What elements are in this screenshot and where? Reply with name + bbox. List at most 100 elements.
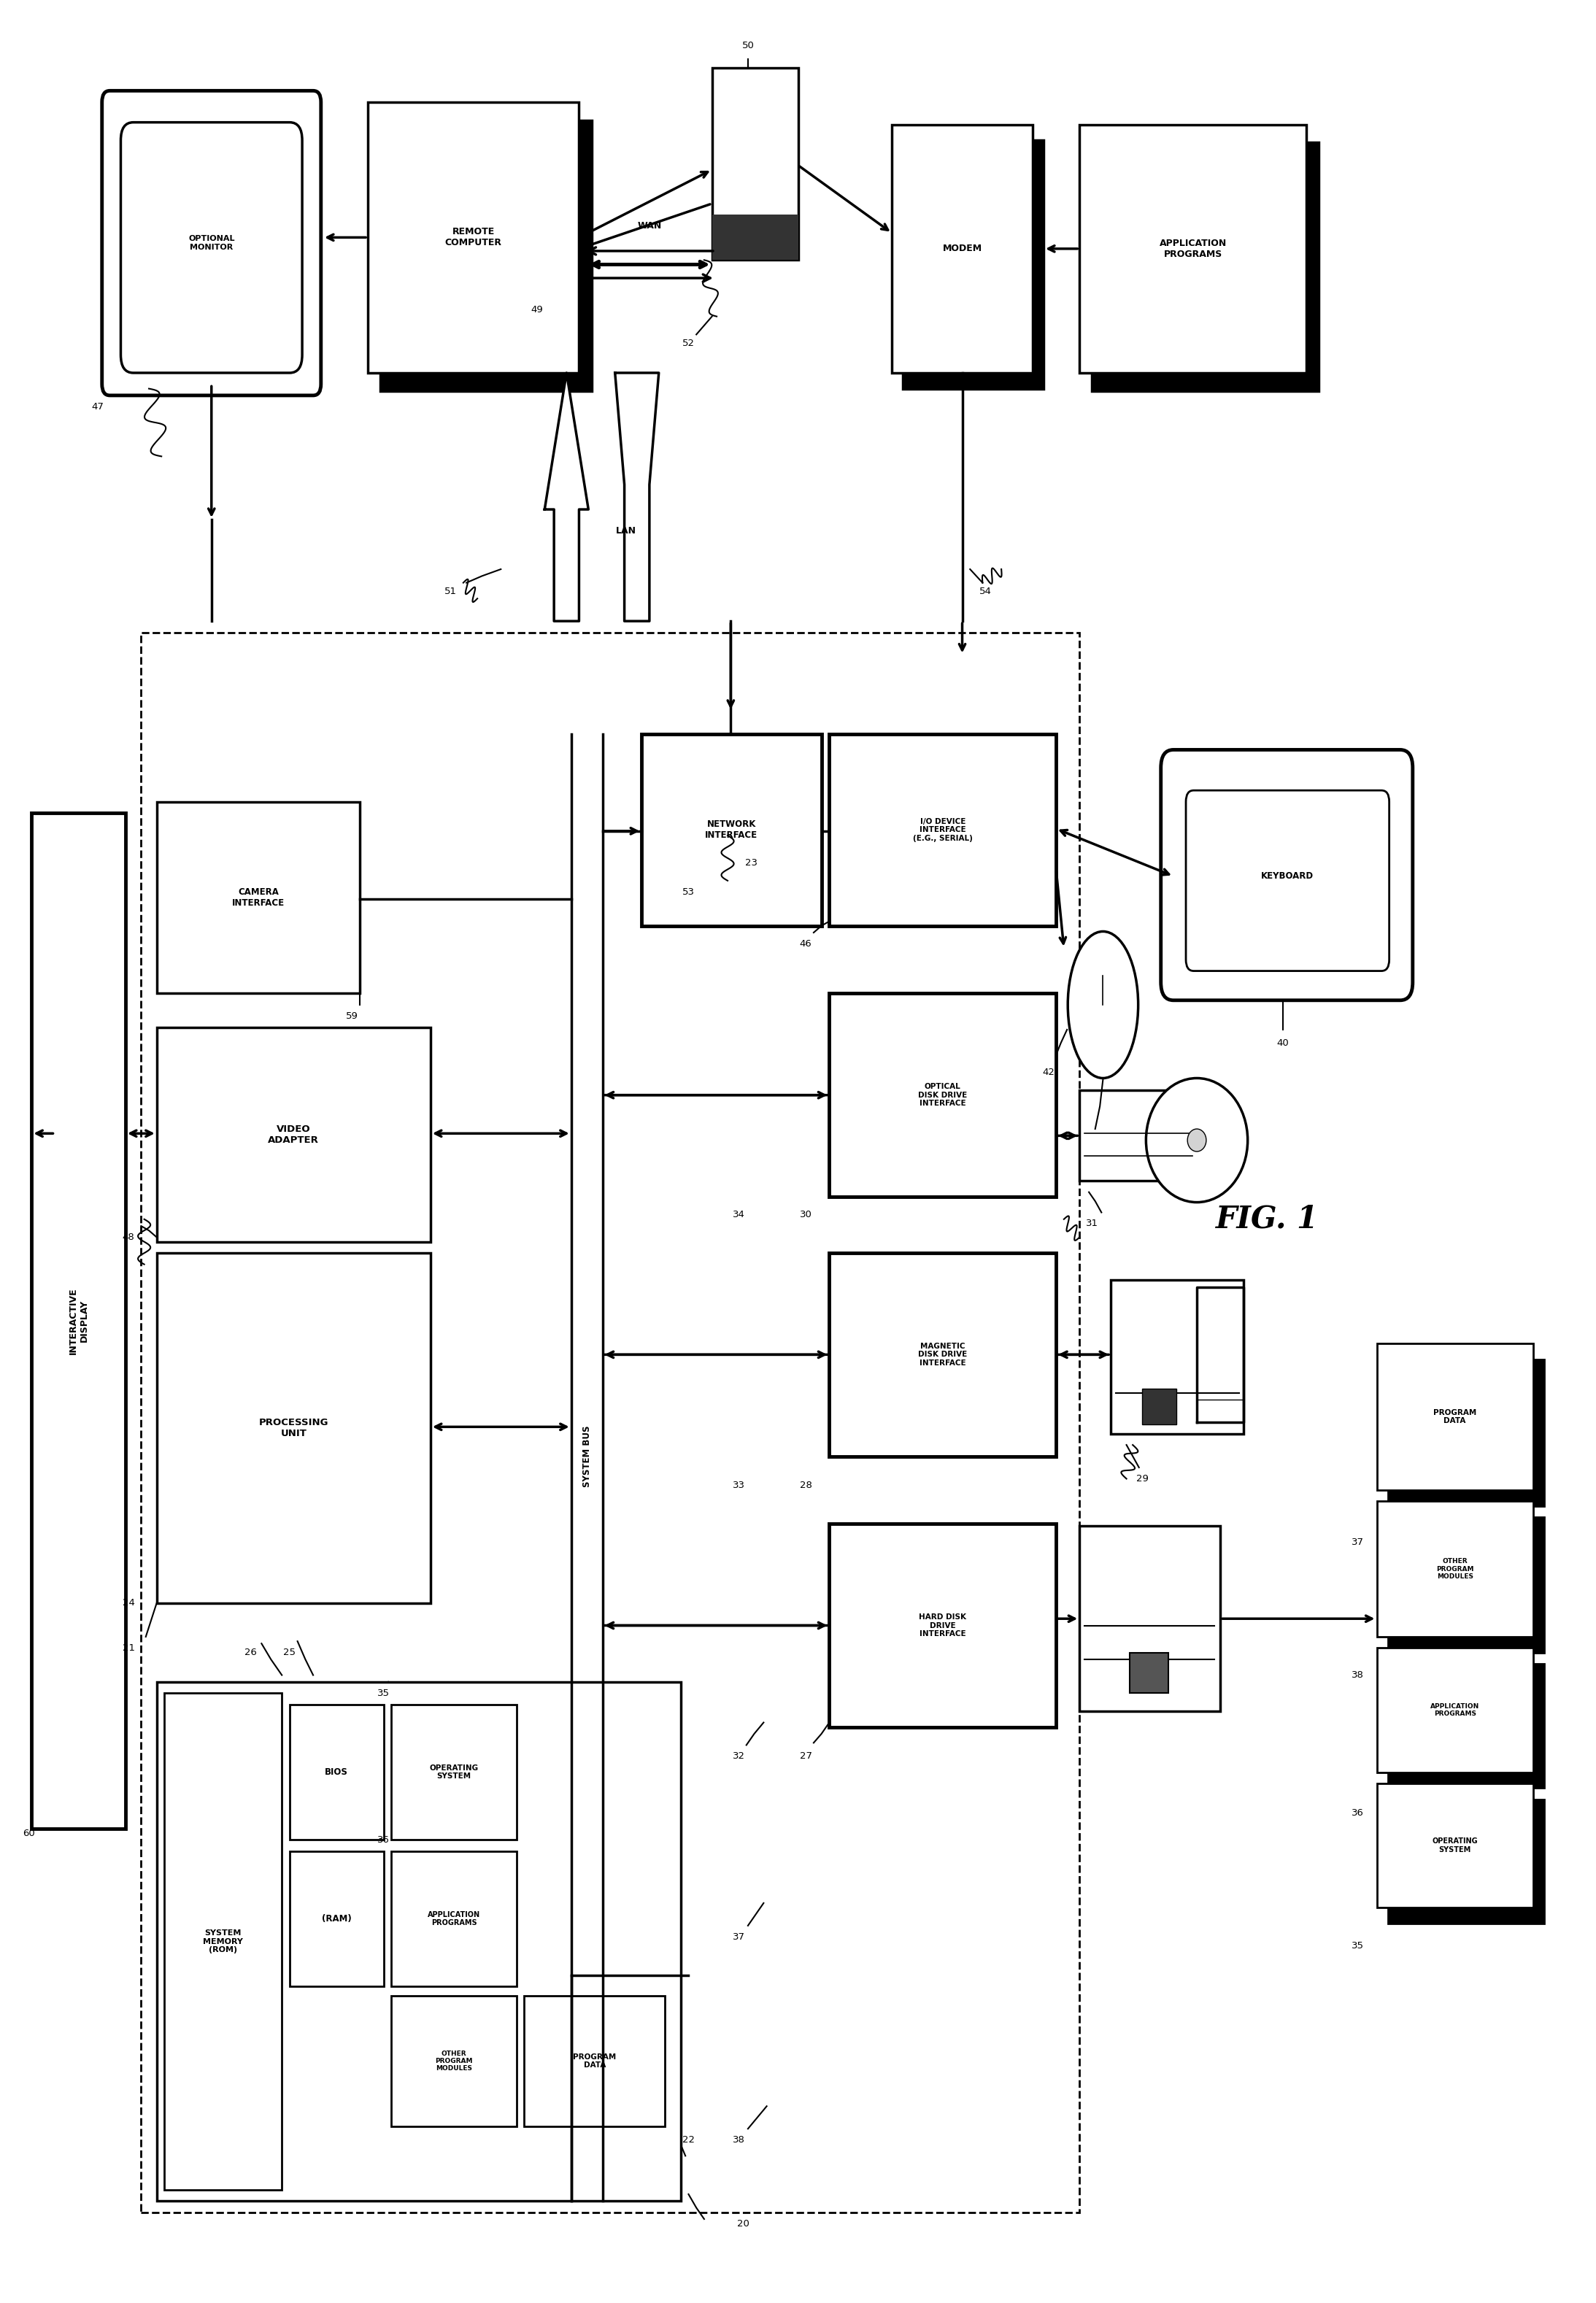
Text: OPTICAL
DISK DRIVE
INTERFACE: OPTICAL DISK DRIVE INTERFACE xyxy=(918,1082,967,1108)
Bar xyxy=(712,214,798,260)
Bar xyxy=(32,813,126,1829)
Bar xyxy=(391,1997,517,2126)
Text: 29: 29 xyxy=(1136,1474,1148,1483)
Text: 54: 54 xyxy=(980,587,991,596)
Bar xyxy=(642,735,822,926)
Bar xyxy=(156,801,361,993)
Text: 28: 28 xyxy=(800,1481,812,1490)
Bar xyxy=(164,1693,282,2190)
Bar xyxy=(1377,1343,1534,1490)
Text: 37: 37 xyxy=(1352,1536,1365,1548)
Bar xyxy=(367,101,579,373)
Text: 31: 31 xyxy=(1085,1218,1098,1227)
Text: 21: 21 xyxy=(123,1644,134,1654)
Text: SYSTEM BUS: SYSTEM BUS xyxy=(583,1426,592,1488)
Text: MODEM: MODEM xyxy=(943,244,982,253)
Text: 23: 23 xyxy=(745,859,757,868)
Text: 24: 24 xyxy=(123,1598,134,1607)
Text: 27: 27 xyxy=(800,1753,812,1762)
Text: (RAM): (RAM) xyxy=(322,1914,351,1923)
Bar xyxy=(830,993,1057,1198)
Text: 53: 53 xyxy=(683,887,694,896)
Text: BIOS: BIOS xyxy=(326,1766,348,1778)
Bar xyxy=(712,69,798,260)
Text: OPTIONAL
MONITOR: OPTIONAL MONITOR xyxy=(188,235,235,251)
Bar xyxy=(830,1253,1057,1455)
Text: VIDEO
ADAPTER: VIDEO ADAPTER xyxy=(268,1124,319,1145)
Bar xyxy=(1130,1654,1168,1693)
Text: NETWORK
INTERFACE: NETWORK INTERFACE xyxy=(705,820,758,841)
Text: OTHER
PROGRAM
MODULES: OTHER PROGRAM MODULES xyxy=(1436,1559,1473,1580)
Text: 26: 26 xyxy=(244,1649,257,1658)
Text: FIG. 1: FIG. 1 xyxy=(1216,1204,1318,1234)
Text: PROCESSING
UNIT: PROCESSING UNIT xyxy=(259,1419,329,1437)
FancyBboxPatch shape xyxy=(102,90,321,396)
Bar xyxy=(830,1525,1057,1727)
Text: 48: 48 xyxy=(123,1232,134,1241)
Text: MAGNETIC
DISK DRIVE
INTERFACE: MAGNETIC DISK DRIVE INTERFACE xyxy=(918,1343,967,1366)
Bar xyxy=(1079,124,1306,373)
Bar xyxy=(1092,143,1318,392)
Bar xyxy=(830,735,1057,926)
Text: OPERATING
SYSTEM: OPERATING SYSTEM xyxy=(429,1764,479,1780)
Text: 35: 35 xyxy=(377,1688,389,1697)
Text: 51: 51 xyxy=(445,587,456,596)
Text: 32: 32 xyxy=(733,1753,745,1762)
Text: I/O DEVICE
INTERFACE
(E.G., SERIAL): I/O DEVICE INTERFACE (E.G., SERIAL) xyxy=(913,818,972,843)
Bar xyxy=(1377,1502,1534,1637)
Text: 38: 38 xyxy=(733,2135,745,2144)
Bar xyxy=(1387,1663,1543,1787)
Bar xyxy=(1387,1799,1543,1923)
Text: 22: 22 xyxy=(683,2135,694,2144)
Text: HARD DISK
DRIVE
INTERFACE: HARD DISK DRIVE INTERFACE xyxy=(919,1614,967,1637)
Text: APPLICATION
PROGRAMS: APPLICATION PROGRAMS xyxy=(1159,240,1227,258)
Bar xyxy=(1079,1527,1221,1711)
FancyBboxPatch shape xyxy=(1160,751,1412,1000)
Ellipse shape xyxy=(1187,1128,1207,1152)
Text: 38: 38 xyxy=(1352,1670,1365,1679)
Bar xyxy=(1377,1783,1534,1907)
Text: 37: 37 xyxy=(733,1932,745,1941)
Text: 33: 33 xyxy=(733,1481,745,1490)
Bar xyxy=(903,140,1044,389)
Text: LAN: LAN xyxy=(616,525,637,537)
Text: OPERATING
SYSTEM: OPERATING SYSTEM xyxy=(1432,1838,1478,1854)
Text: WAN: WAN xyxy=(637,221,662,230)
Text: 36: 36 xyxy=(1352,1808,1365,1817)
Polygon shape xyxy=(544,373,589,622)
Text: REMOTE
COMPUTER: REMOTE COMPUTER xyxy=(445,228,501,249)
Text: KEYBOARD: KEYBOARD xyxy=(1261,871,1314,880)
Text: 35: 35 xyxy=(1352,1941,1365,1951)
Text: 49: 49 xyxy=(531,304,543,316)
Bar xyxy=(380,120,592,392)
Text: 42: 42 xyxy=(1042,1069,1055,1078)
Bar xyxy=(156,1253,431,1603)
Bar xyxy=(523,1997,666,2126)
FancyBboxPatch shape xyxy=(121,122,302,373)
Bar xyxy=(1143,1389,1176,1426)
Text: CAMERA
INTERFACE: CAMERA INTERFACE xyxy=(231,887,284,907)
Ellipse shape xyxy=(1068,930,1138,1078)
Bar xyxy=(140,633,1079,2213)
Text: PROGRAM
DATA: PROGRAM DATA xyxy=(573,2054,616,2068)
Bar xyxy=(1111,1280,1243,1432)
Text: 46: 46 xyxy=(800,940,812,949)
Ellipse shape xyxy=(1146,1078,1248,1202)
Bar xyxy=(156,1027,431,1241)
Bar xyxy=(1387,1518,1543,1654)
Bar xyxy=(391,1704,517,1840)
Text: OTHER
PROGRAM
MODULES: OTHER PROGRAM MODULES xyxy=(436,2050,472,2073)
Text: APPLICATION
PROGRAMS: APPLICATION PROGRAMS xyxy=(1430,1702,1479,1718)
Text: 30: 30 xyxy=(800,1209,812,1218)
Text: 52: 52 xyxy=(683,339,694,348)
Text: 36: 36 xyxy=(377,1835,389,1845)
FancyBboxPatch shape xyxy=(1186,790,1389,972)
Text: INTERACTIVE
DISPLAY: INTERACTIVE DISPLAY xyxy=(69,1287,89,1354)
Polygon shape xyxy=(614,373,659,622)
Text: PROGRAM
DATA: PROGRAM DATA xyxy=(1433,1409,1476,1426)
Bar xyxy=(1079,1092,1197,1181)
Bar xyxy=(892,124,1033,373)
Bar xyxy=(290,1704,383,1840)
Text: 47: 47 xyxy=(91,403,104,412)
Bar xyxy=(156,1681,681,2202)
